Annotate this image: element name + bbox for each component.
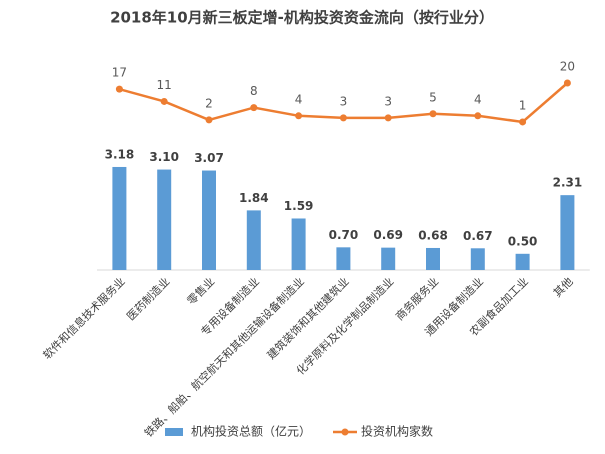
bar-value-label: 0.70: [329, 228, 359, 242]
line-point: [519, 118, 527, 126]
bar: [157, 169, 172, 270]
bar-value-label: 0.68: [418, 228, 448, 242]
line-value-label: 3: [340, 94, 348, 108]
line-value-label: 17: [112, 66, 127, 80]
line-value-label: 11: [157, 78, 172, 92]
x-tick-label: 铁路、船舶、航空航天和其他运输设备制造业: [141, 274, 306, 439]
line-value-label: 4: [295, 92, 303, 106]
bar-value-label: 3.18: [105, 147, 135, 161]
legend-swatch: [341, 428, 349, 436]
bar: [560, 195, 575, 270]
bar-value-label: 3.07: [194, 151, 224, 165]
bar: [470, 248, 485, 270]
bar: [202, 170, 216, 270]
line-point: [160, 97, 168, 105]
bar-value-label: 3.10: [149, 150, 179, 164]
bar-value-label: 2.31: [553, 176, 583, 190]
line-value-label: 8: [250, 84, 258, 98]
line-point: [295, 112, 303, 120]
bar: [336, 247, 351, 270]
x-tick-label: 软件和信息技术服务业: [40, 274, 128, 362]
line-point: [384, 114, 392, 122]
legend-label: 投资机构家数: [361, 424, 433, 439]
line-point: [563, 79, 571, 87]
line-point: [250, 104, 258, 112]
x-tick-label: 其他: [551, 275, 576, 300]
bar-value-label: 1.84: [239, 191, 269, 205]
bar-value-label: 0.67: [463, 229, 493, 243]
bar-value-label: 1.59: [284, 199, 314, 213]
bar-value-label: 0.50: [508, 234, 538, 248]
bar: [515, 253, 530, 270]
line-value-label: 5: [429, 90, 437, 104]
bar: [112, 166, 127, 270]
line-value-label: 4: [474, 92, 482, 106]
line-value-label: 20: [560, 60, 575, 74]
line-point: [474, 112, 482, 120]
x-tick-label: 医药制造业: [124, 274, 173, 323]
x-tick-label: 零售业: [184, 274, 217, 307]
line-value-label: 2: [205, 96, 213, 110]
bar: [291, 218, 306, 270]
legend-label: 机构投资总额（亿元）: [191, 424, 311, 439]
line-point: [205, 116, 213, 124]
line-point: [429, 110, 437, 118]
line-point: [115, 85, 123, 93]
line-value-label: 1: [519, 98, 527, 112]
x-tick-label: 商务服务业: [392, 274, 441, 323]
line-value-label: 3: [384, 94, 392, 108]
line-point: [339, 114, 347, 122]
legend-swatch: [165, 428, 183, 436]
bar-value-label: 0.69: [373, 228, 403, 242]
x-tick-label: 建筑装饰和其他建筑业: [264, 274, 352, 362]
bar: [426, 247, 440, 270]
chart-title: 2018年10月新三板定增-机构投资资金流向（按行业分）: [110, 9, 494, 27]
bar: [246, 210, 261, 270]
bar: [381, 247, 396, 270]
